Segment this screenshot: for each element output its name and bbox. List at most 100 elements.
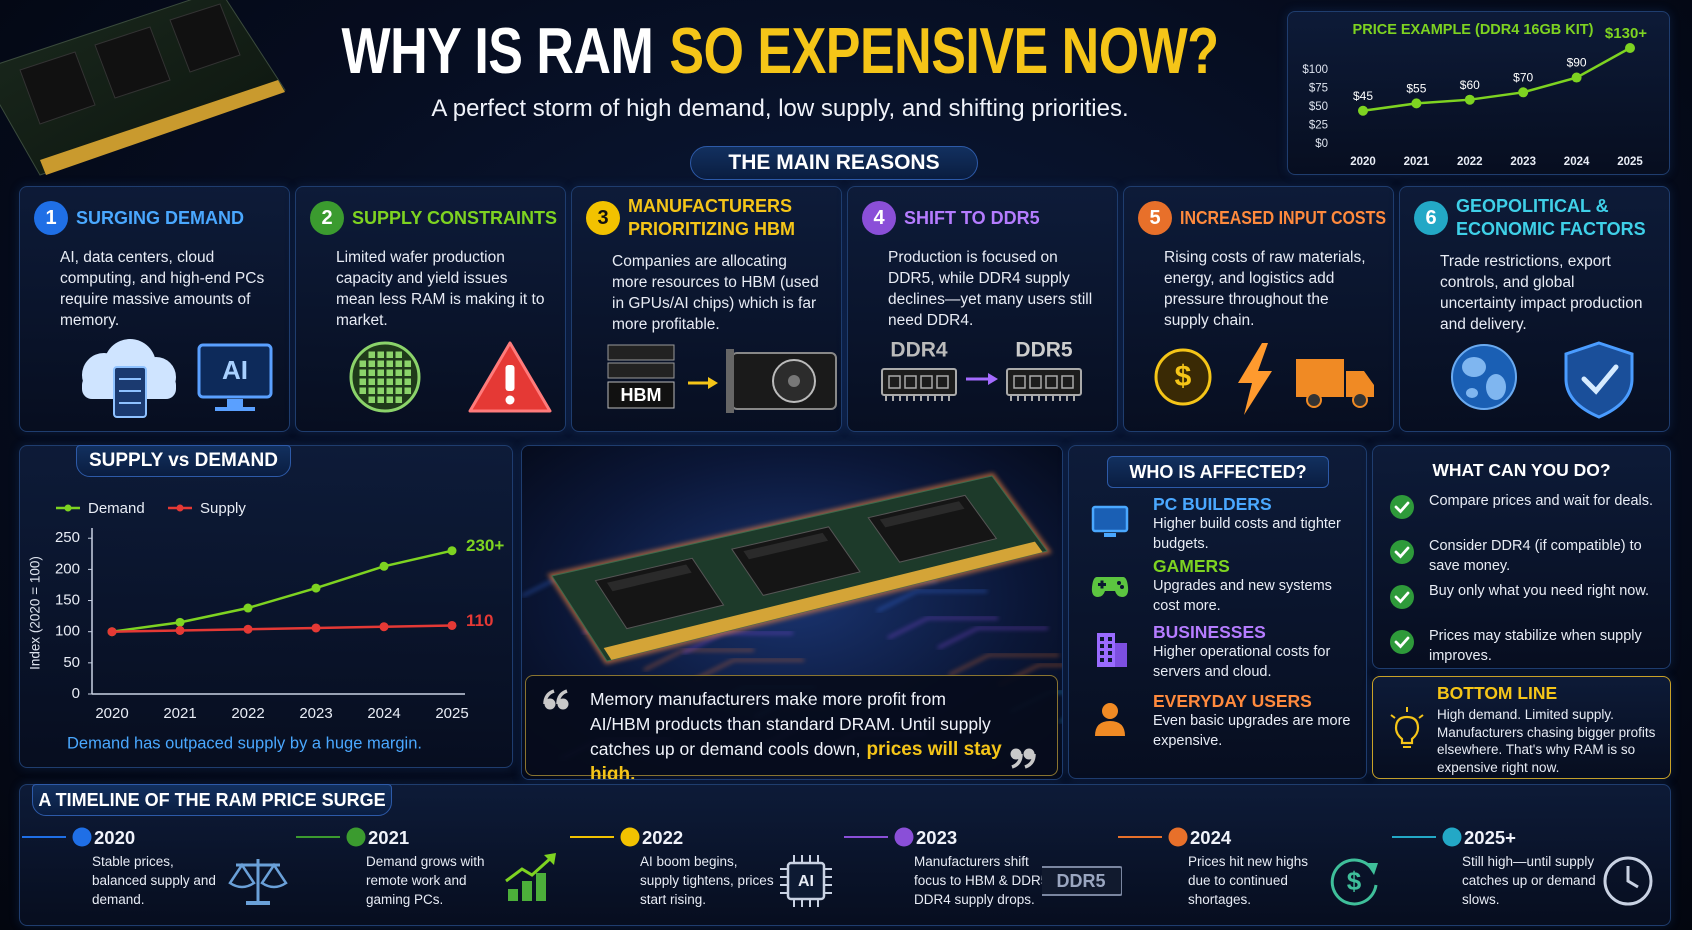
gpu-bracket [726, 349, 734, 413]
check-circle [1390, 540, 1414, 564]
window [1100, 658, 1104, 662]
check-circle [1390, 630, 1414, 654]
timeline-icon [1603, 856, 1653, 906]
icon-label: HBM [621, 385, 662, 405]
affected-panel: WHO IS AFFECTED? PC BUILDERS Higher build … [1068, 445, 1367, 779]
open-quote [543, 689, 555, 705]
title-white: WHY IS RAM [341, 15, 654, 88]
icon-group: $ [1330, 858, 1378, 906]
icon-label: $ [1347, 866, 1362, 896]
icon-group [1451, 341, 1634, 419]
timeline-body: Manufacturers shift focus to HBM & DDR5,… [914, 854, 1053, 907]
window [1108, 651, 1112, 655]
wafer-die [386, 378, 393, 385]
ram-chip [904, 375, 917, 389]
globe [1451, 344, 1517, 410]
price-point [1571, 72, 1582, 83]
price-chart: PRICE EXAMPLE (DDR4 16GB KIT) $0 $25 $50 $75… [1302, 22, 1647, 168]
window [1108, 637, 1112, 641]
wafer-die [368, 360, 375, 367]
timeline-marker [22, 827, 92, 847]
module-contacts [603, 541, 1043, 660]
ram-module [1006, 368, 1082, 396]
series-line [111, 624, 453, 633]
wafer-die [377, 378, 384, 385]
reason-number: 5 [1138, 201, 1172, 235]
data-label: $70 [1513, 70, 1533, 84]
y-tick-label: $75 [1309, 83, 1328, 95]
continent [1462, 357, 1486, 377]
x-tick-label: 2021 [1404, 156, 1430, 168]
reason-card: 1 SURGING DEMAND AI, data centers, cloud c… [19, 186, 290, 432]
growth-bar [508, 889, 518, 901]
icon-group: HBM [607, 344, 837, 413]
arrow-head [544, 853, 556, 865]
bottom-line-panel: BOTTOM LINE High demand. Limited supply. … [1372, 676, 1671, 779]
chart-caption: Demand has outpaced supply by a huge mar… [67, 734, 422, 752]
affected-title: PC BUILDERS [1153, 494, 1272, 514]
reason-card: 4 SHIFT TO DDR5 Production is focused on D… [847, 186, 1118, 432]
data-label: 110 [466, 611, 493, 630]
ram-image-panel: Memory manufacturers make more profit fr… [521, 445, 1063, 780]
check [1394, 591, 1410, 604]
actions-panel: WHAT CAN YOU DO? Compare prices and wait … [1372, 445, 1671, 669]
reason-title: GEOPOLITICAL & [1456, 196, 1609, 216]
action-text: Prices may stabilize when supply improve… [1429, 628, 1642, 664]
window [1108, 644, 1112, 648]
building [1097, 633, 1115, 667]
price-point [1464, 94, 1475, 105]
ram-chip [888, 375, 901, 389]
icon-group [505, 853, 556, 901]
reason-body: AI, data centers, cloud computing, and h… [60, 249, 265, 329]
wafer-die [395, 351, 402, 358]
reason-title: MANUFACTURERS [628, 196, 792, 216]
affected-icon [1091, 505, 1129, 537]
reason-title: SUPPLY CONSTRAINTS [352, 208, 558, 228]
quote-highlight: prices will stay high. [590, 739, 1002, 780]
check-circle [1390, 585, 1414, 609]
person-head [1102, 703, 1118, 719]
reason-title: SURGING DEMAND [76, 208, 245, 228]
reason-icons: $ [1154, 343, 1374, 415]
truck-body [1296, 359, 1344, 397]
affected-title: BUSINESSES [1153, 622, 1266, 642]
x-tick-label: 2020 [1350, 156, 1376, 168]
icon-label: DDR5 [1056, 871, 1105, 891]
reason-title: ECONOMIC FACTORS [1456, 219, 1646, 239]
monitor [1091, 505, 1129, 533]
title: WHY IS RAM SO EXPENSIVE NOW? [280, 14, 1280, 89]
timeline-dot [346, 827, 366, 847]
y-tick-label: 150 [55, 592, 80, 609]
legend-dot [64, 504, 72, 512]
circuit-trace [937, 627, 1048, 649]
reason-card: 5 INCREASED INPUT COSTS Rising costs of ra… [1123, 186, 1394, 432]
series-point [175, 625, 185, 635]
y-tick-label: 0 [72, 685, 80, 702]
reason-number: 4 [862, 201, 896, 235]
ram-stick-decoration [0, 0, 286, 176]
cycle-arrow [1330, 858, 1378, 906]
timeline-marker [296, 827, 366, 847]
circuit-trace [887, 617, 998, 639]
ram-module [881, 368, 957, 396]
ram-chip [1045, 375, 1058, 389]
bulb [1394, 715, 1420, 745]
wafer-die [386, 387, 393, 394]
timeline-dot [1168, 827, 1188, 847]
clock-hands [1626, 866, 1639, 889]
series-point [447, 620, 457, 630]
dpad [1100, 580, 1104, 589]
series-point [243, 624, 253, 634]
check-icon [1390, 630, 1414, 654]
timeline-dot [894, 827, 914, 847]
close-quote [1011, 753, 1023, 769]
y-tick-label: 250 [55, 529, 80, 546]
series-point [243, 603, 253, 613]
wafer-die [368, 351, 375, 358]
affected-body: Even basic upgrades are more expensive. [1153, 713, 1351, 749]
y-tick-label: $0 [1315, 138, 1328, 150]
timeline-year: 2025+ [1464, 827, 1516, 848]
quote-marks [543, 689, 1036, 769]
icon-label: AI [222, 355, 248, 385]
price-point [1411, 98, 1422, 109]
